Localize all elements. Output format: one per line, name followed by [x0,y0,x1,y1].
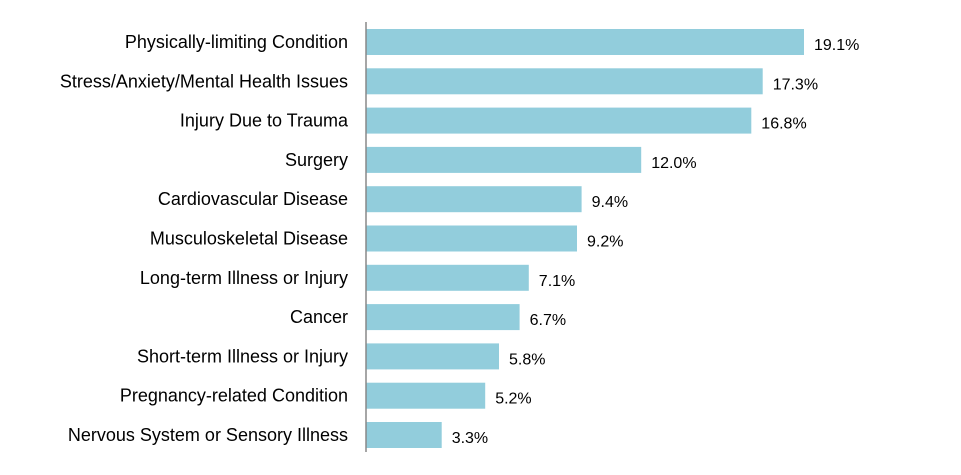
category-label: Short-term Illness or Injury [137,346,348,366]
value-label: 9.4% [592,194,628,211]
bar [366,146,642,173]
category-label: Long-term Illness or Injury [140,268,348,288]
value-label: 17.3% [773,76,818,93]
bar [366,304,520,331]
value-label: 5.8% [509,351,545,368]
value-labels-group: 19.1% 17.3% 16.8% 12.0% 9.4% 9.2% 7.1% 6.7% 5.8%… [452,37,860,447]
bars-group [366,29,804,448]
value-label: 9.2% [587,234,623,251]
value-label: 3.3% [452,430,488,447]
value-label: 5.2% [495,391,531,408]
category-label: Physically-limiting Condition [125,32,348,52]
category-label: Cardiovascular Disease [158,189,348,209]
category-label: Cancer [290,307,348,327]
category-label: Surgery [285,150,348,170]
category-label: Musculoskeletal Disease [150,229,348,249]
value-label: 16.8% [761,116,806,133]
category-label: Injury Due to Trauma [180,111,349,131]
bar [366,264,529,291]
bar [366,382,486,409]
bar [366,186,582,213]
bar [366,422,442,448]
bar [366,68,763,95]
category-label: Nervous System or Sensory Illness [68,425,348,445]
value-label: 19.1% [814,37,859,54]
category-labels-group: Physically-limiting Condition Stress/Anxi… [60,32,349,445]
bar [366,343,499,370]
bar [366,107,752,134]
value-label: 12.0% [651,155,696,172]
bar [366,225,577,252]
value-label: 7.1% [539,273,575,290]
category-label: Stress/Anxiety/Mental Health Issues [60,71,348,91]
bar [366,29,804,55]
value-label: 6.7% [530,312,566,329]
category-label: Pregnancy-related Condition [120,386,348,406]
